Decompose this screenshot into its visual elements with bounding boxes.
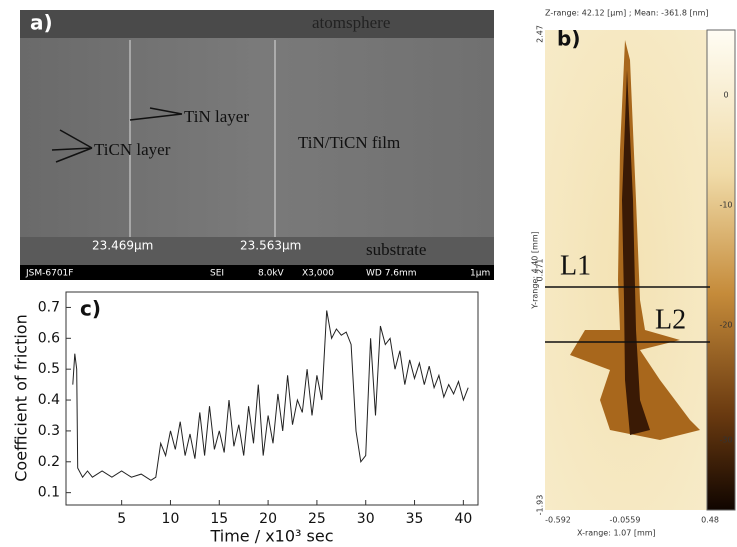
afm-x-tick: -0.592 bbox=[545, 516, 571, 525]
label: atomsphere bbox=[312, 13, 390, 32]
label: substrate bbox=[366, 240, 426, 259]
colorbar bbox=[706, 29, 736, 511]
y-tick-label: 0.1 bbox=[38, 485, 60, 501]
colorbar-label: -30 bbox=[719, 436, 732, 445]
afm-ticks: 2.47 0.271 -1.93-0.592 -0.0559 0.48 0 -10 -20 -3… bbox=[536, 25, 733, 524]
afm-y-tick: -1.93 bbox=[536, 495, 545, 516]
footer-text: 1μm bbox=[470, 269, 490, 279]
panel-label: b) bbox=[557, 27, 580, 51]
afm-x-tick: 0.48 bbox=[701, 516, 719, 525]
panel-a: a) atomsphere TiN layer TiCN layer TiN/T… bbox=[20, 10, 494, 280]
panel-label: c) bbox=[80, 297, 101, 321]
footer-text: WD 7.6mm bbox=[366, 269, 417, 279]
afm-y-tick: 0.271 bbox=[536, 259, 545, 282]
scratch-core bbox=[622, 70, 650, 435]
colorbar-label: 0 bbox=[723, 91, 728, 100]
colorbar-label: -10 bbox=[719, 201, 732, 210]
z-range: Z-range: 42.12 [μm] ; Mean: -361.8 [nm] bbox=[545, 9, 709, 18]
sem-image bbox=[20, 10, 494, 280]
x-tick-label: 15 bbox=[210, 511, 228, 527]
y-tick-label: 0.2 bbox=[38, 454, 60, 470]
y-axis-label: Coefficient of friction bbox=[12, 314, 31, 481]
scratch bbox=[570, 40, 700, 440]
footer-bar bbox=[20, 265, 494, 280]
y-tick-label: 0.7 bbox=[38, 299, 60, 315]
footer-text: SEI bbox=[210, 269, 224, 279]
label: TiN/TiCN film bbox=[298, 133, 400, 152]
footer-text: 8.0kV bbox=[258, 269, 285, 279]
y-tick-label: 0.4 bbox=[38, 392, 60, 408]
y-range: Y-range: 4.40 [mm] bbox=[531, 231, 540, 310]
bottom-band bbox=[20, 237, 494, 265]
afm-y-tick: 2.47 bbox=[536, 25, 545, 43]
footer-text: X3,000 bbox=[302, 269, 334, 279]
x-tick-label: 25 bbox=[308, 511, 326, 527]
x-tick-label: 20 bbox=[259, 511, 277, 527]
arrows bbox=[51, 107, 183, 163]
footer: JSM-6701F SEI 8.0kV X3,000 WD 7.6mm 1μm bbox=[25, 269, 490, 279]
label: TiCN layer bbox=[94, 140, 171, 159]
x-range: X-range: 1.07 [mm] bbox=[577, 529, 656, 538]
x-tick-label: 5 bbox=[117, 511, 126, 527]
x-axis-label: Time / x10³ sec bbox=[209, 527, 333, 546]
plot-frame bbox=[65, 291, 479, 506]
y-tick-label: 0.6 bbox=[38, 330, 60, 346]
label: 23.469μm bbox=[92, 239, 153, 253]
panel-label: a) bbox=[30, 11, 53, 35]
y-tick-label: 0.5 bbox=[38, 361, 60, 377]
x-tick-label: 10 bbox=[162, 511, 180, 527]
line-label: L1 bbox=[560, 250, 591, 281]
afm-x-tick: -0.0559 bbox=[610, 516, 641, 525]
y-tick-label: 0.3 bbox=[38, 423, 60, 439]
panel-b: L1 L2 b) Z-range: 42.12 [μm] ; Mean: -36… bbox=[531, 9, 736, 538]
label: 23.563μm bbox=[240, 239, 301, 253]
top-band bbox=[20, 10, 494, 38]
x-tick-label: 30 bbox=[357, 511, 375, 527]
line-label: L2 bbox=[655, 304, 686, 335]
label: TiN layer bbox=[184, 107, 249, 126]
footer-text: JSM-6701F bbox=[25, 269, 73, 279]
x-tick-label: 40 bbox=[454, 511, 472, 527]
colorbar-label: -20 bbox=[719, 321, 732, 330]
friction-line bbox=[72, 310, 469, 481]
panel-c: c) Time / x10³ sec Coefficient of fricti… bbox=[12, 291, 479, 546]
x-tick-label: 35 bbox=[406, 511, 424, 527]
